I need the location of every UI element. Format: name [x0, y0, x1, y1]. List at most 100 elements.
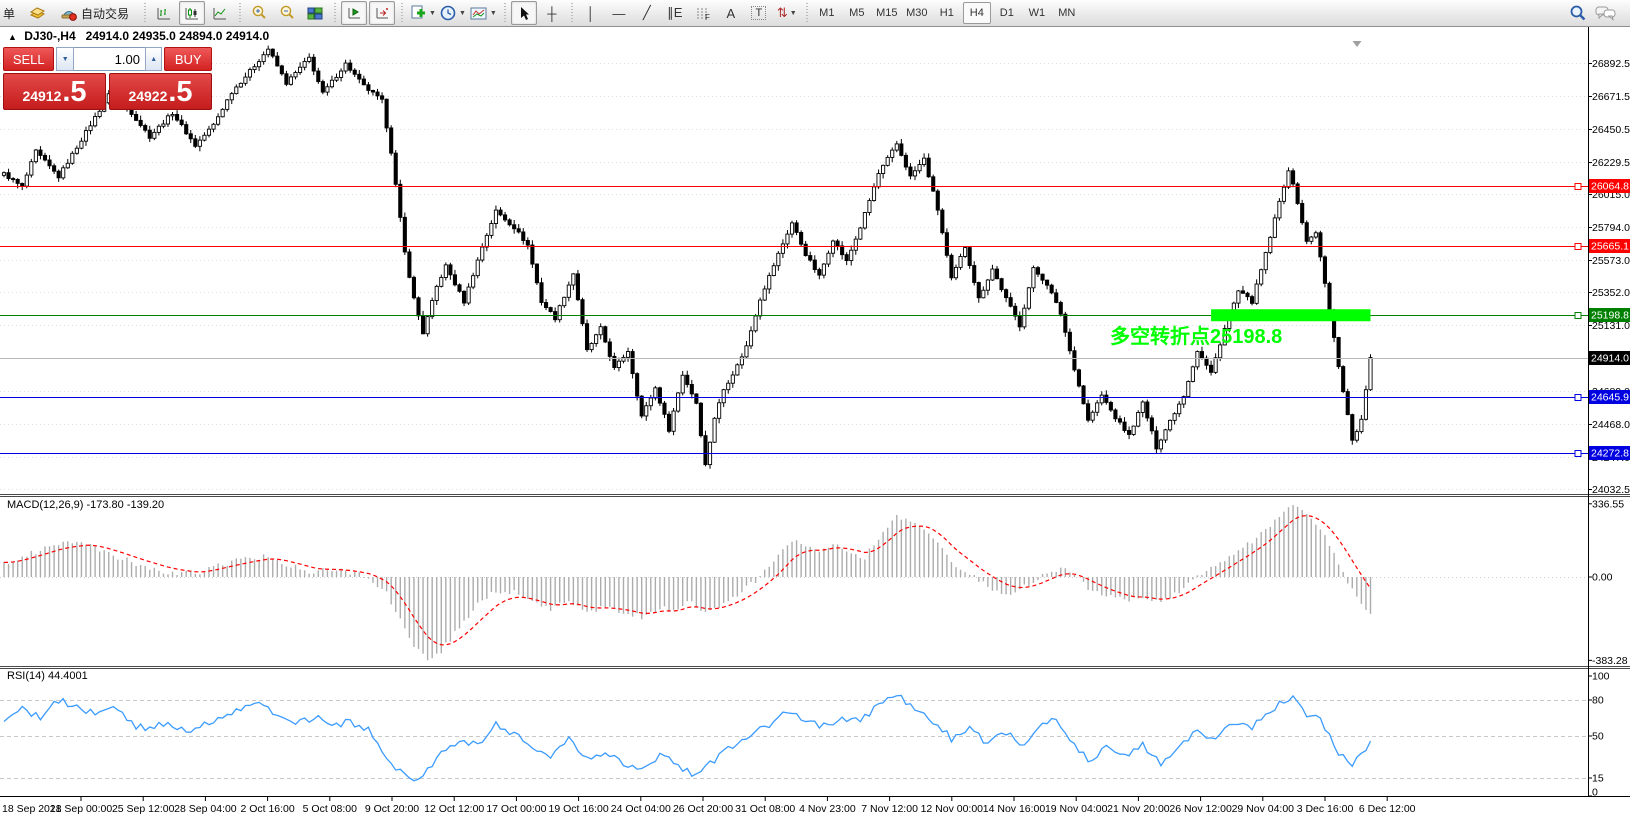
rsi-line: [3, 694, 1372, 782]
svg-text:50: 50: [1592, 731, 1604, 743]
svg-text:0.00: 0.00: [1592, 572, 1613, 584]
candlestick-chart-button[interactable]: [179, 1, 205, 25]
svg-text:26450.5: 26450.5: [1592, 124, 1630, 136]
arrows-icon: ⇅: [776, 5, 788, 20]
buy-price: 24922: [128, 88, 168, 104]
tile-windows-icon: [307, 7, 323, 19]
rsi-panel: 100 80 50 15 0: [0, 671, 1610, 799]
sell-price: 24912: [22, 88, 62, 104]
macd-signal-line: [3, 514, 1371, 646]
horizontal-line-button[interactable]: —: [606, 1, 632, 25]
cursor-button[interactable]: [510, 1, 537, 25]
svg-text:12 Oct 12:00: 12 Oct 12:00: [424, 803, 484, 815]
svg-text:25665.1: 25665.1: [1591, 241, 1629, 253]
volume-input[interactable]: [73, 47, 145, 71]
zoom-in-icon: [252, 5, 266, 19]
svg-text:26671.5: 26671.5: [1592, 91, 1630, 103]
chart-ohlc-header: ▲ DJ30-,H4 24914.0 24935.0 24894.0 24914…: [8, 29, 269, 43]
periods-button[interactable]: ▼: [439, 1, 467, 25]
line-chart-button[interactable]: [207, 1, 233, 25]
svg-text:5 Oct 08:00: 5 Oct 08:00: [303, 803, 357, 815]
svg-text:19 Nov 04:00: 19 Nov 04:00: [1045, 803, 1108, 815]
toolbar-separator: [142, 3, 147, 23]
chart-shift-icon: [376, 7, 388, 18]
arrows-button[interactable]: ⇅ ▼: [774, 1, 800, 25]
timeframe-h4[interactable]: H4: [962, 2, 991, 24]
zoom-out-icon: [280, 5, 294, 19]
timeframe-m5[interactable]: M5: [849, 7, 865, 19]
channel-button[interactable]: ∥E: [662, 1, 688, 25]
svg-text:25 Sep 12:00: 25 Sep 12:00: [112, 803, 175, 815]
zoom-in-button[interactable]: [246, 1, 272, 25]
svg-text:26064.8: 26064.8: [1591, 181, 1629, 193]
fibonacci-button[interactable]: F: [690, 1, 716, 25]
timeframe-m15[interactable]: M15: [876, 7, 898, 19]
autotrading-button[interactable]: 自动交易: [52, 1, 138, 25]
toolbar-separator: [501, 3, 507, 23]
bar-chart-button[interactable]: [151, 1, 177, 25]
auto-scroll-button[interactable]: [341, 1, 367, 25]
timeframe-m30[interactable]: M30: [906, 7, 928, 19]
panel-separators[interactable]: [0, 26, 1630, 797]
pivot-highlight-bar[interactable]: [1211, 309, 1371, 322]
chat-bubbles-icon: [1595, 6, 1616, 21]
one-click-trading-panel: SELL ▼ ▲ BUY 24912 .5 24922 .5: [3, 47, 212, 110]
svg-text:12 Nov 00:00: 12 Nov 00:00: [921, 803, 984, 815]
svg-text:31 Oct 08:00: 31 Oct 08:00: [735, 803, 795, 815]
timeframe-m1[interactable]: M1: [819, 7, 835, 19]
label-button[interactable]: T: [746, 1, 772, 25]
vertical-line-button[interactable]: │: [578, 1, 604, 25]
new-order-button-fragment[interactable]: 单: [2, 6, 15, 21]
timeframe-mn[interactable]: MN: [1058, 7, 1076, 19]
volume-increase-button[interactable]: ▲: [144, 47, 163, 71]
text-button[interactable]: A: [718, 1, 744, 25]
toolbar-separator: [332, 3, 337, 23]
tile-windows-button[interactable]: [302, 1, 328, 25]
new-chart-button[interactable]: ▼: [408, 1, 437, 25]
crosshair-button[interactable]: ┼: [539, 1, 565, 25]
zoom-out-button[interactable]: [274, 1, 300, 25]
search-icon: [1570, 5, 1586, 20]
toolbar: 单 自动交易: [0, 0, 1630, 27]
indicators-button[interactable]: ▼: [469, 1, 498, 25]
price-grid: [0, 63, 1588, 490]
spinner-up-icon: ▲: [150, 55, 158, 63]
collapse-panel-icon[interactable]: ▲: [8, 32, 17, 42]
svg-text:21 Sep 00:00: 21 Sep 00:00: [50, 803, 113, 815]
buy-price-box[interactable]: 24922 .5: [109, 73, 212, 110]
svg-text:21 Nov 20:00: 21 Nov 20:00: [1107, 803, 1170, 815]
svg-text:24 Oct 04:00: 24 Oct 04:00: [611, 803, 671, 815]
chart-shift-button[interactable]: [369, 1, 395, 25]
timeframe-w1[interactable]: W1: [1028, 7, 1046, 19]
timeframe-h1[interactable]: H1: [939, 7, 954, 19]
svg-text:336.55: 336.55: [1592, 498, 1624, 510]
svg-text:100: 100: [1592, 671, 1610, 683]
volume-decrease-button[interactable]: ▼: [56, 47, 74, 71]
auto-scroll-icon: [348, 7, 360, 18]
pivot-annotation-text: 多空转折点25198.8: [1110, 326, 1283, 348]
candlestick-icon: [185, 7, 198, 19]
sell-button[interactable]: SELL: [3, 47, 55, 71]
svg-text:25131.0: 25131.0: [1592, 320, 1630, 332]
svg-text:18 Sep 2018: 18 Sep 2018: [2, 803, 62, 815]
crosshair-icon: ┼: [547, 5, 557, 21]
svg-text:26892.5: 26892.5: [1592, 58, 1630, 70]
svg-text:24468.0: 24468.0: [1592, 419, 1630, 431]
buy-button[interactable]: BUY: [164, 47, 212, 71]
timeframe-d1[interactable]: D1: [999, 7, 1014, 19]
line-chart-icon: [213, 7, 226, 19]
chart-shift-marker: [1352, 41, 1362, 47]
sell-price-box[interactable]: 24912 .5: [3, 73, 106, 110]
orders-icon[interactable]: [24, 1, 50, 25]
svg-text:0: 0: [1592, 787, 1598, 799]
indicators-icon: [470, 7, 487, 19]
cursor-icon: [520, 6, 529, 20]
search-button[interactable]: [1565, 1, 1591, 25]
svg-text:F: F: [705, 13, 710, 21]
svg-text:24272.8: 24272.8: [1591, 448, 1629, 460]
trendline-button[interactable]: ╱: [634, 1, 660, 25]
horizontal-line-icon: —: [612, 5, 626, 21]
chat-button[interactable]: [1593, 1, 1619, 25]
